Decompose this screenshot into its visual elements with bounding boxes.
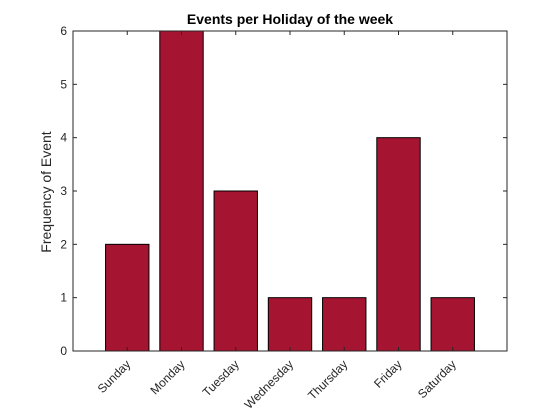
y-tick-label: 1 [60, 291, 67, 305]
bar-thursday [322, 297, 367, 352]
y-tick-label: 3 [60, 184, 67, 198]
bar-monday [159, 30, 204, 352]
x-tick-label-saturday: Saturday [415, 357, 459, 401]
x-tick-label-wednesday: Wednesday [242, 357, 297, 412]
x-tick-label-thursday: Thursday [305, 357, 350, 402]
y-tick-label: 0 [60, 344, 67, 358]
x-tick-label-monday: Monday [148, 357, 188, 397]
x-tick-labels: Sunday Monday Tuesday Wednesday Thursday Frid… [95, 357, 459, 412]
y-tick-labels: 0 1 2 3 4 5 6 [60, 24, 67, 358]
x-tick-label-tuesday: Tuesday [200, 357, 242, 399]
y-tick-label: 6 [60, 24, 67, 38]
bar-wednesday [267, 297, 313, 352]
bar-sunday [105, 243, 150, 352]
y-tick-label: 4 [60, 131, 67, 145]
y-tick-label: 2 [60, 237, 67, 251]
chart-title: Events per Holiday of the week [187, 11, 393, 27]
y-axis-label: Frequency of Event [38, 131, 54, 253]
y-tick-label: 5 [60, 77, 67, 91]
bar-saturday [430, 297, 475, 352]
bar-tuesday [213, 190, 258, 352]
x-tick-label-friday: Friday [371, 357, 404, 390]
x-tick-label-sunday: Sunday [95, 357, 134, 396]
bar-friday [376, 137, 421, 352]
plot-frame [72, 30, 508, 352]
